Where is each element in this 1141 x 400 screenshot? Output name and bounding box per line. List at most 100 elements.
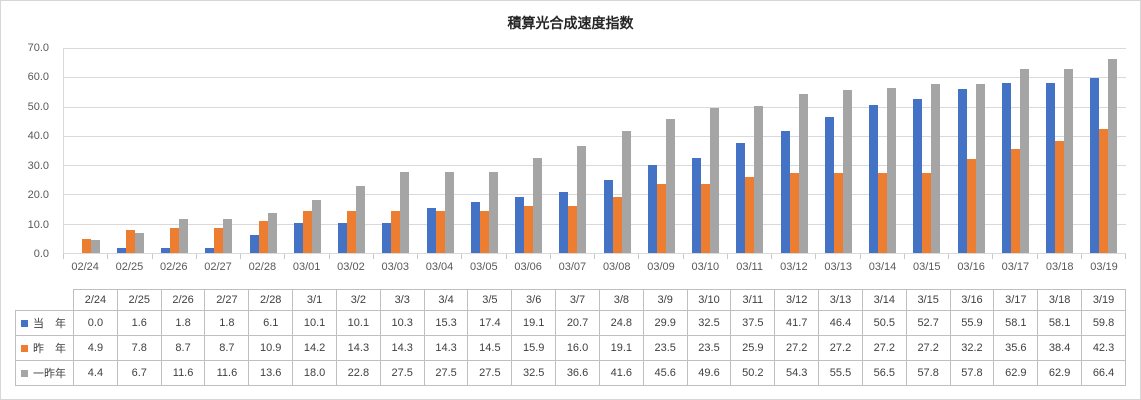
- table-value-cell: 42.3: [1081, 335, 1126, 361]
- bar-当年: [692, 157, 702, 253]
- table-date-header: 2/24: [73, 289, 118, 311]
- axis-tick: [772, 254, 817, 259]
- axis-tick: [462, 254, 507, 259]
- axis-tick: [418, 254, 463, 259]
- table-value-cell: 14.3: [379, 335, 425, 361]
- x-axis-label: 03/17: [1001, 261, 1030, 273]
- table-value-cell: 41.7: [774, 310, 820, 336]
- gridline: [64, 135, 1126, 137]
- category-group: [462, 48, 506, 253]
- table-row-昨年: 昨 年 4.9 7.8 8.7 8.7 10.9 14.2 14.3 14.3 14.3 14.5 1…: [15, 335, 1126, 361]
- axis-tick: [108, 254, 153, 259]
- category-group: [330, 48, 374, 253]
- table-value-cell: 32.5: [686, 310, 732, 336]
- bar-一昨年: [533, 157, 543, 253]
- x-axis-label: 03/03: [381, 261, 409, 273]
- y-axis-label: 0.0: [33, 248, 49, 260]
- bar-当年: [1090, 77, 1100, 253]
- bar-当年: [338, 223, 348, 253]
- table-date-header: 3/3: [379, 289, 425, 311]
- table-date-header: 3/15: [905, 289, 951, 311]
- x-axis-label: 03/12: [780, 261, 808, 273]
- axis-tick: [64, 254, 109, 259]
- category-group: [153, 48, 197, 253]
- bar-昨年: [1099, 129, 1109, 253]
- table-value-cell: 56.5: [861, 360, 907, 386]
- axis-tick: [285, 254, 330, 259]
- category-group: [108, 48, 152, 253]
- table-value-cell: 27.5: [467, 360, 513, 386]
- bar-当年: [161, 247, 171, 253]
- x-axis-label: 03/14: [868, 261, 897, 273]
- table-value-cell: 57.8: [905, 360, 951, 386]
- table-date-header: 2/26: [160, 289, 206, 311]
- table-value-cell: 18.0: [292, 360, 337, 386]
- table-value-cell: 59.8: [1081, 310, 1126, 336]
- table-value-cell: 10.3: [379, 310, 425, 336]
- bar-一昨年: [179, 219, 189, 253]
- table-row-label: 当 年: [15, 310, 74, 336]
- category-group: [1082, 48, 1126, 253]
- x-axis-ticks: [63, 254, 1126, 259]
- table-value-cell: 4.4: [73, 360, 118, 386]
- bar-昨年: [745, 177, 755, 253]
- bar-当年: [515, 197, 525, 253]
- category-group: [861, 48, 905, 253]
- x-axis-label: 03/13: [824, 261, 852, 273]
- table-date-header: 3/9: [642, 289, 688, 311]
- table-value-cell: 27.2: [861, 335, 907, 361]
- table-value-cell: 6.1: [248, 310, 294, 336]
- bar-昨年: [391, 211, 401, 253]
- table-value-cell: 38.4: [1037, 335, 1083, 361]
- table-value-cell: 20.7: [555, 310, 600, 336]
- axis-tick: [684, 254, 728, 259]
- bar-一昨年: [842, 90, 852, 253]
- table-value-cell: 32.2: [949, 335, 995, 361]
- x-axis-label: 02/25: [115, 261, 144, 273]
- table-value-cell: 46.4: [818, 310, 863, 336]
- table-value-cell: 37.5: [730, 310, 776, 336]
- bar-昨年: [789, 173, 799, 253]
- table-value-cell: 62.9: [1037, 360, 1083, 386]
- bar-一昨年: [1064, 68, 1074, 253]
- legend-swatch-一昨年: [21, 369, 28, 377]
- bar-一昨年: [356, 186, 366, 253]
- axis-tick: [949, 254, 994, 259]
- axis-tick: [153, 254, 197, 259]
- bar-一昨年: [1019, 68, 1029, 253]
- bar-一昨年: [798, 93, 808, 253]
- table-value-cell: 55.9: [949, 310, 995, 336]
- bar-昨年: [479, 210, 489, 253]
- table-value-cell: 54.3: [774, 360, 820, 386]
- table-value-cell: 41.6: [598, 360, 644, 386]
- bar-一昨年: [710, 107, 720, 253]
- bar-一昨年: [887, 87, 897, 253]
- table-row-label: 昨 年: [15, 335, 74, 361]
- bar-当年: [780, 130, 790, 253]
- table-value-cell: 27.5: [423, 360, 469, 386]
- bar-当年: [382, 222, 392, 253]
- axis-tick: [241, 254, 286, 259]
- series-name-label: 一昨年: [33, 368, 66, 380]
- table-value-cell: 14.2: [292, 335, 337, 361]
- table-row-当年: 当 年 0.0 1.6 1.8 1.8 6.1 10.1 10.1 10.3 15.3 17.4 19…: [15, 310, 1126, 336]
- axis-tick: [993, 254, 1038, 259]
- bar-昨年: [612, 197, 622, 253]
- table-value-cell: 58.1: [993, 310, 1039, 336]
- category-group: [241, 48, 285, 253]
- bar-一昨年: [311, 200, 321, 253]
- bar-当年: [293, 223, 303, 253]
- x-axis-label: 03/09: [647, 261, 675, 273]
- x-axis-label: 03/16: [957, 261, 985, 273]
- table-row-一昨年: 一昨年 4.4 6.7 11.6 11.6 13.6 18.0 22.8 27.5 27.5 27.…: [15, 360, 1126, 386]
- bar-昨年: [125, 230, 135, 253]
- bar-一昨年: [1108, 58, 1118, 253]
- axis-tick: [197, 254, 241, 259]
- bar-当年: [205, 247, 215, 253]
- table-value-cell: 27.5: [379, 360, 425, 386]
- table-value-cell: 1.6: [116, 310, 162, 336]
- bar-当年: [249, 235, 259, 253]
- bar-昨年: [258, 221, 268, 253]
- y-axis-label: 10.0: [27, 218, 49, 231]
